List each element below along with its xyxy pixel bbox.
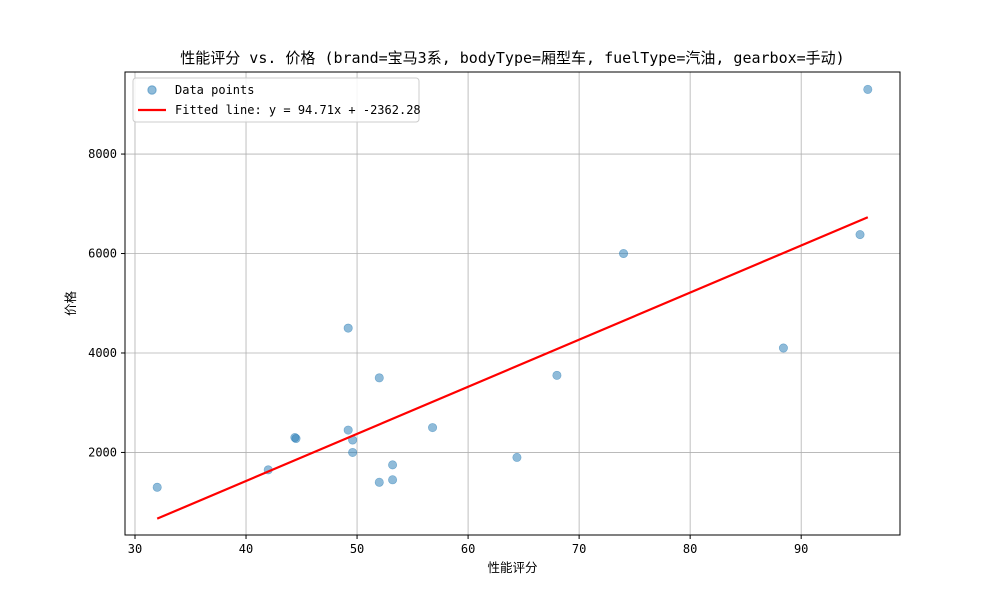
legend-label-fitted-line: Fitted line: y = 94.71x + -2362.28: [175, 103, 421, 117]
data-point: [343, 425, 353, 435]
legend: Data points Fitted line: y = 94.71x + -2…: [132, 77, 421, 123]
data-point: [428, 423, 438, 433]
chart-title: 性能评分 vs. 价格 (brand=宝马3系, bodyType=厢型车, f…: [180, 49, 844, 67]
y-tick-label: 2000: [88, 445, 117, 459]
plot-marks: [152, 84, 873, 520]
y-tick-label: 6000: [88, 247, 117, 261]
axes-frame: [124, 71, 901, 536]
data-point: [552, 370, 562, 380]
data-point: [374, 373, 384, 383]
data-point: [388, 475, 398, 485]
data-point: [374, 477, 384, 487]
grid: [125, 72, 900, 535]
x-tick-label: 60: [461, 542, 475, 556]
x-tick-label: 30: [128, 542, 142, 556]
data-point: [855, 230, 865, 240]
y-tick-label: 4000: [88, 346, 117, 360]
x-tick-label: 80: [683, 542, 697, 556]
data-point: [619, 249, 629, 259]
data-point: [778, 343, 788, 353]
x-tick-label: 40: [239, 542, 253, 556]
legend-box: [132, 77, 420, 123]
data-point: [348, 447, 358, 457]
x-tick-label: 50: [350, 542, 364, 556]
data-point: [152, 482, 162, 492]
y-axis-label: 价格: [63, 291, 78, 317]
data-point: [863, 84, 873, 94]
data-point: [388, 460, 398, 470]
y-tick-label: 8000: [88, 147, 117, 161]
legend-label-data-points: Data points: [175, 83, 254, 97]
x-tick-label: 70: [572, 542, 586, 556]
x-tick-label: 90: [794, 542, 808, 556]
legend-marker-data-points: [147, 85, 157, 95]
fitted-line: [156, 216, 869, 520]
data-point: [291, 434, 301, 444]
x-axis-label: 性能评分: [487, 560, 537, 575]
data-point: [343, 323, 353, 333]
data-point: [512, 452, 522, 462]
ticks: 30 40 50 60 70 80 90 2000 4000 6000 8000: [88, 147, 808, 556]
